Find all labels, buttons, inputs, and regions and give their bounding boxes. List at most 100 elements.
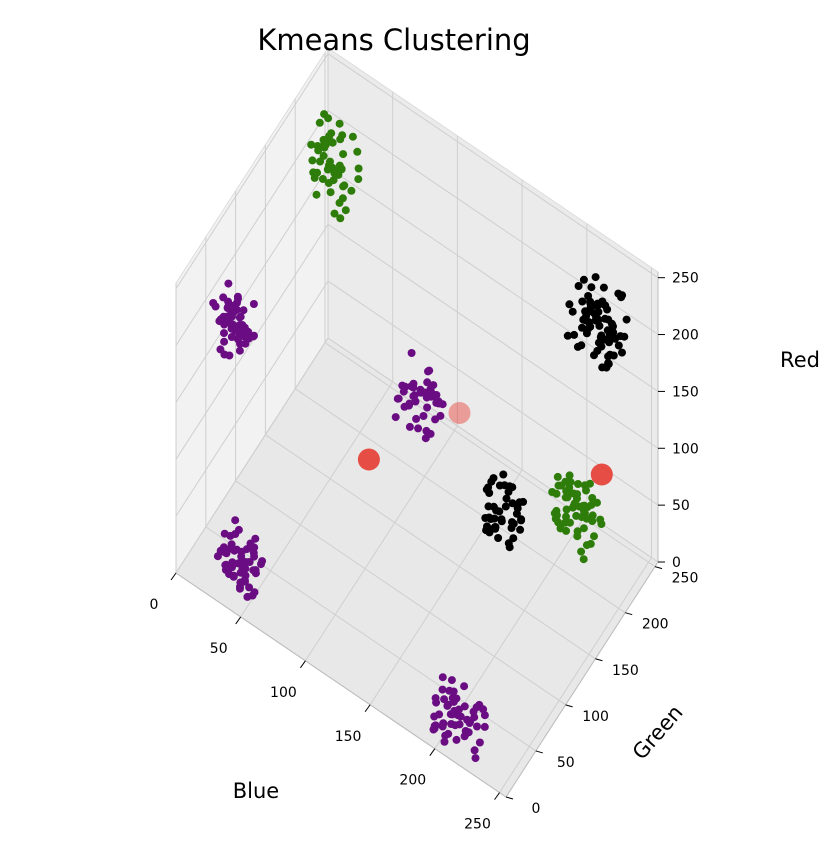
cluster-green-point — [339, 182, 348, 191]
cluster-green-point — [550, 509, 559, 518]
cluster-purple-point — [435, 710, 444, 719]
cluster-black-point — [516, 525, 525, 534]
cluster-black-point — [579, 275, 588, 284]
cluster-purple-point — [223, 304, 232, 312]
cluster-green-point — [326, 188, 335, 197]
y-axis-label: Green — [628, 701, 688, 765]
cluster-green-point — [582, 486, 590, 495]
grid-z-side-1 — [175, 280, 329, 517]
cluster-black-point — [579, 315, 588, 324]
cluster-black-point — [486, 515, 495, 523]
cluster-black-point — [563, 331, 572, 340]
cluster-green-point — [336, 135, 345, 144]
cluster-purple-point — [224, 279, 233, 288]
cluster-black-point — [607, 319, 616, 328]
cluster-green-point — [330, 209, 339, 218]
cluster-black-point — [602, 363, 611, 372]
cluster-green-point — [321, 140, 330, 149]
grid-z-side-2 — [175, 224, 329, 460]
y-tick-label-0: 0 — [532, 801, 541, 817]
cluster-purple-point — [239, 306, 248, 315]
cluster-black-point — [484, 502, 493, 511]
cluster-purple-point — [230, 546, 239, 555]
cluster-green-point — [553, 472, 562, 481]
cluster-purple-point — [243, 592, 252, 601]
cluster-green-point — [579, 555, 588, 564]
cluster-purple-point — [249, 300, 258, 308]
cluster-purple-point — [449, 687, 458, 696]
cluster-purple-point — [234, 559, 243, 568]
grid-z-back-4 — [327, 110, 659, 335]
cluster-green-point — [554, 481, 563, 490]
cluster-purple-point — [245, 583, 254, 592]
cluster-purple-point — [394, 394, 403, 403]
cluster-black-point — [603, 305, 612, 314]
grid-z-side-4 — [175, 110, 329, 346]
cluster-black-point — [594, 315, 603, 324]
cluster-green-point — [554, 518, 563, 527]
cluster-purple-point — [228, 320, 237, 329]
grid-z-side-0 — [175, 337, 329, 574]
cluster-purple-point — [391, 413, 400, 422]
grid-z-back-3 — [327, 166, 659, 392]
grid-y-floor-5 — [324, 342, 656, 568]
cluster-green-point — [565, 471, 574, 480]
x-tick-3 — [364, 704, 371, 713]
cluster-purple-point — [220, 529, 229, 538]
grid-z-side-5 — [175, 53, 329, 289]
y-tick-label-5: 250 — [672, 571, 699, 587]
cluster-green-point — [325, 132, 334, 140]
cluster-purple-point — [249, 548, 258, 557]
cluster-green-point — [590, 532, 598, 541]
y-tick-0 — [505, 796, 514, 800]
cluster-green-point — [319, 151, 328, 160]
cluster-purple-point — [422, 393, 431, 402]
z-axis-label: Red — [780, 348, 820, 372]
cluster-green-point — [335, 119, 344, 128]
cluster-green-point — [587, 500, 596, 509]
cluster-black-point — [583, 308, 592, 317]
y-tick-1 — [535, 750, 543, 754]
cluster-purple-point — [426, 384, 435, 393]
cluster-purple-point — [455, 720, 464, 729]
cluster-purple-point — [460, 682, 469, 691]
data-points — [209, 110, 631, 763]
cluster-purple-point — [251, 534, 260, 543]
y-tick-label-4: 200 — [642, 617, 669, 633]
x-tick-4 — [429, 748, 436, 756]
cluster-purple-point — [250, 331, 258, 340]
cluster-purple-point — [245, 558, 254, 566]
cluster-black-point — [565, 300, 574, 309]
x-tick-label-2: 100 — [270, 685, 297, 701]
y-tick-label-2: 100 — [582, 709, 609, 725]
cluster-purple-point — [242, 545, 251, 554]
cluster-purple-point — [414, 424, 423, 433]
cluster-green-point — [561, 518, 569, 527]
x-tick-label-5: 250 — [464, 817, 491, 833]
cluster-black-point — [578, 297, 587, 306]
cluster-black-point — [504, 487, 513, 496]
cluster-black-point — [491, 524, 500, 533]
cluster-purple-point — [444, 729, 453, 738]
cluster-green-point — [572, 511, 581, 520]
z-tick-label-2: 100 — [672, 441, 699, 457]
grid-y-floor-2 — [235, 480, 566, 706]
cluster-purple-point — [215, 317, 224, 326]
cluster-black-point — [515, 498, 524, 507]
x-tick-2 — [300, 660, 306, 669]
x-tick-label-0: 0 — [150, 597, 159, 613]
cluster-purple-point — [234, 294, 242, 303]
grid-z-back-5 — [327, 53, 659, 279]
cluster-black-point — [517, 516, 526, 525]
cluster-purple-point — [401, 382, 410, 391]
cluster-purple-point — [219, 543, 228, 552]
cluster-purple-point — [235, 313, 244, 322]
cluster-green-point — [341, 206, 350, 215]
y-tick-2 — [565, 704, 573, 708]
cluster-green-point — [354, 175, 363, 184]
cluster-purple-point — [234, 327, 243, 336]
cluster-green-point — [318, 175, 327, 183]
grid-x-floor-2 — [304, 425, 458, 662]
cluster-purple-point — [470, 746, 479, 755]
